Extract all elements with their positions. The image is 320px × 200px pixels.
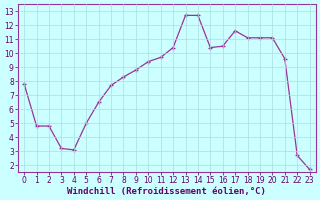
- X-axis label: Windchill (Refroidissement éolien,°C): Windchill (Refroidissement éolien,°C): [68, 187, 266, 196]
